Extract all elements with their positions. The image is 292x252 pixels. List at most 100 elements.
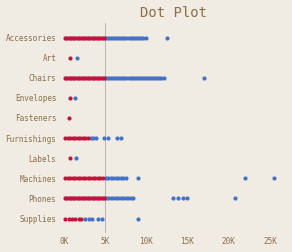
Point xyxy=(89,136,93,140)
Point xyxy=(70,216,74,220)
Point xyxy=(77,76,82,80)
Point xyxy=(77,36,82,40)
Point xyxy=(80,176,85,180)
Point xyxy=(65,136,70,140)
Point xyxy=(106,196,111,200)
Point xyxy=(75,76,80,80)
Point xyxy=(65,176,70,180)
Point xyxy=(94,76,98,80)
Point xyxy=(89,216,94,220)
Point xyxy=(80,196,85,200)
Point xyxy=(121,176,126,180)
Title: Dot Plot: Dot Plot xyxy=(140,6,207,20)
Point xyxy=(89,36,93,40)
Point xyxy=(80,76,85,80)
Point xyxy=(130,76,135,80)
Point xyxy=(170,196,175,200)
Point xyxy=(175,196,180,200)
Point xyxy=(114,36,119,40)
Point xyxy=(75,196,80,200)
Point xyxy=(76,216,81,220)
Point xyxy=(62,76,67,80)
Point xyxy=(97,196,102,200)
Point xyxy=(136,216,140,220)
Point xyxy=(72,76,77,80)
Point xyxy=(92,76,97,80)
Point xyxy=(95,196,100,200)
Point xyxy=(75,36,80,40)
Point xyxy=(108,196,113,200)
Point xyxy=(272,176,277,180)
Point xyxy=(63,176,68,180)
Point xyxy=(103,196,108,200)
Point xyxy=(93,176,98,180)
Point xyxy=(62,196,67,200)
Point xyxy=(63,136,68,140)
Point xyxy=(72,196,77,200)
Point xyxy=(124,76,129,80)
Point xyxy=(88,176,93,180)
Point xyxy=(134,76,139,80)
Point xyxy=(95,176,100,180)
Point xyxy=(105,76,110,80)
Point xyxy=(144,36,149,40)
Point xyxy=(65,76,70,80)
Point xyxy=(72,36,77,40)
Point xyxy=(68,96,73,100)
Point xyxy=(106,176,111,180)
Point xyxy=(233,196,238,200)
Point xyxy=(95,36,100,40)
Point xyxy=(98,196,103,200)
Point xyxy=(82,196,87,200)
Point xyxy=(130,36,135,40)
Point xyxy=(111,196,116,200)
Point xyxy=(78,176,83,180)
Point xyxy=(100,176,105,180)
Point xyxy=(69,76,74,80)
Point xyxy=(74,76,79,80)
Point xyxy=(90,176,95,180)
Point xyxy=(96,216,101,220)
Point xyxy=(94,36,98,40)
Point xyxy=(118,36,123,40)
Point xyxy=(87,196,92,200)
Point xyxy=(75,176,80,180)
Point xyxy=(95,76,100,80)
Point xyxy=(64,196,69,200)
Point xyxy=(108,176,113,180)
Point xyxy=(68,176,73,180)
Point xyxy=(85,176,90,180)
Point xyxy=(84,196,88,200)
Point xyxy=(63,216,68,220)
Point xyxy=(159,76,164,80)
Point xyxy=(80,36,85,40)
Point xyxy=(120,36,125,40)
Point xyxy=(79,76,84,80)
Point xyxy=(102,196,107,200)
Point xyxy=(126,76,131,80)
Point xyxy=(74,156,79,160)
Point xyxy=(126,196,131,200)
Point xyxy=(65,196,70,200)
Point xyxy=(83,176,88,180)
Point xyxy=(87,36,92,40)
Point xyxy=(65,36,70,40)
Point xyxy=(70,36,75,40)
Point xyxy=(128,196,133,200)
Point xyxy=(102,136,107,140)
Point xyxy=(67,156,72,160)
Point xyxy=(90,196,95,200)
Point xyxy=(114,136,119,140)
Point xyxy=(143,76,147,80)
Point xyxy=(118,76,123,80)
Point xyxy=(106,136,111,140)
Point xyxy=(122,76,127,80)
Point xyxy=(99,216,104,220)
Point xyxy=(110,76,114,80)
Point xyxy=(85,136,90,140)
Point xyxy=(66,216,71,220)
Point xyxy=(180,196,185,200)
Point xyxy=(126,36,131,40)
Point xyxy=(113,196,118,200)
Point xyxy=(68,136,73,140)
